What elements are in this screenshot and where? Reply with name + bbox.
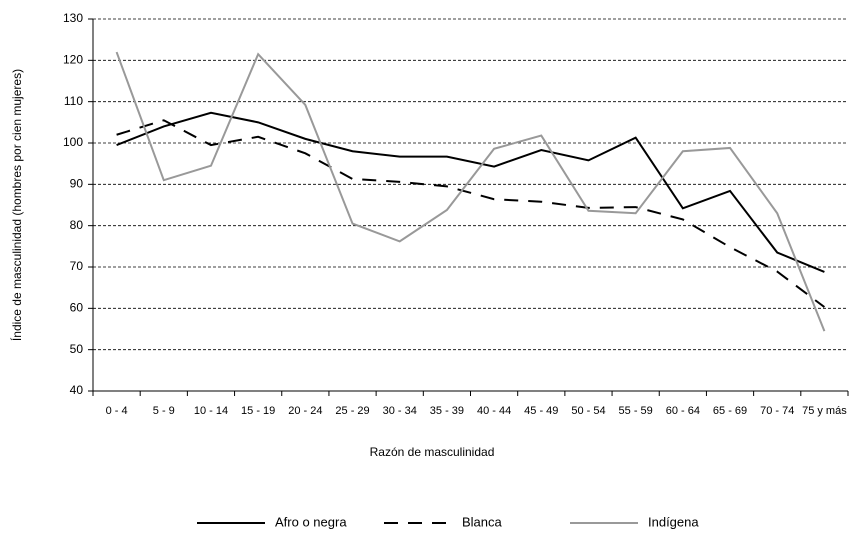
- y-axis-title: Índice de masculinidad (hombres por cien…: [9, 69, 24, 341]
- x-tick-label: 50 - 54: [571, 405, 605, 417]
- y-tick-label: 50: [70, 342, 84, 356]
- x-tick-label: 40 - 44: [477, 405, 511, 417]
- legend-label: Afro o negra: [275, 514, 347, 529]
- y-tick-label: 120: [63, 53, 83, 67]
- y-tick-label: 90: [70, 177, 84, 191]
- legend-label: Indígena: [648, 514, 699, 529]
- x-tick-label: 10 - 14: [194, 405, 228, 417]
- x-tick-label: 5 - 9: [153, 405, 175, 417]
- y-tick-label: 110: [64, 94, 83, 108]
- x-tick-label: 0 - 4: [106, 405, 128, 417]
- y-tick-label: 40: [70, 383, 84, 397]
- x-tick-label: 35 - 39: [430, 405, 464, 417]
- x-tick-label: 30 - 34: [383, 405, 417, 417]
- series-line: [116, 119, 826, 308]
- x-tick-label: 55 - 59: [619, 405, 653, 417]
- y-tick-label: 60: [70, 301, 84, 315]
- y-tick-label: 130: [63, 11, 83, 25]
- legend-label: Blanca: [462, 514, 503, 529]
- x-tick-label: 75 y más: [802, 405, 847, 417]
- series-line: [116, 111, 825, 273]
- x-tick-label: 25 - 29: [335, 405, 369, 417]
- x-tick-label: 15 - 19: [241, 405, 275, 417]
- x-tick-label: 45 - 49: [524, 405, 558, 417]
- x-tick-label: 65 - 69: [713, 405, 747, 417]
- x-axis-title: Razón de masculinidad: [370, 445, 495, 459]
- series-line: [115, 51, 826, 332]
- x-tick-label: 60 - 64: [666, 405, 700, 417]
- x-tick-label: 70 - 74: [760, 405, 794, 417]
- y-tick-label: 70: [70, 259, 84, 273]
- x-tick-label: 20 - 24: [288, 405, 322, 417]
- y-tick-label: 100: [63, 135, 83, 149]
- y-tick-label: 80: [70, 218, 84, 232]
